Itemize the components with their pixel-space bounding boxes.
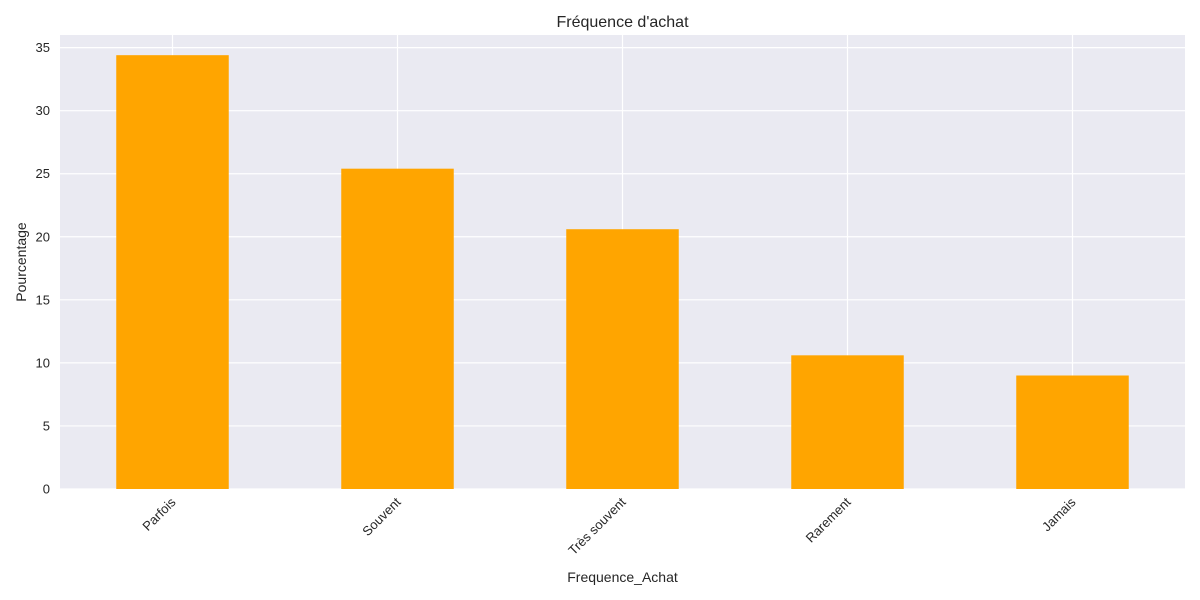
y-tick-label: 15 <box>36 292 50 307</box>
x-tick-label: Jamais <box>1039 494 1079 534</box>
bar-jamais <box>1016 375 1129 489</box>
x-axis-ticks: Parfois Souvent Très souvent Rarement Jamais <box>139 494 1079 558</box>
x-tick-label: Rarement <box>803 494 854 545</box>
bar-parfois <box>116 55 229 490</box>
x-tick-label: Souvent <box>359 494 404 539</box>
y-tick-label: 10 <box>36 355 50 370</box>
y-tick-label: 0 <box>43 482 50 497</box>
y-tick-label: 30 <box>36 103 50 118</box>
y-tick-label: 25 <box>36 166 50 181</box>
bar-souvent <box>341 168 454 489</box>
chart-title: Fréquence d'achat <box>556 14 689 31</box>
x-tick-label: Parfois <box>139 494 179 534</box>
y-tick-label: 35 <box>36 40 50 55</box>
y-tick-label: 5 <box>43 418 50 433</box>
bar-tr-s-souvent <box>566 229 679 489</box>
y-axis-label: Pourcentage <box>13 222 29 302</box>
y-axis-ticks: 0 5 10 15 20 25 30 35 <box>36 40 50 496</box>
x-axis-label: Frequence_Achat <box>567 569 678 585</box>
bars <box>116 55 1129 490</box>
y-tick-label: 20 <box>36 229 50 244</box>
x-tick-label: Très souvent <box>565 494 629 558</box>
bar-rarement <box>791 355 904 489</box>
